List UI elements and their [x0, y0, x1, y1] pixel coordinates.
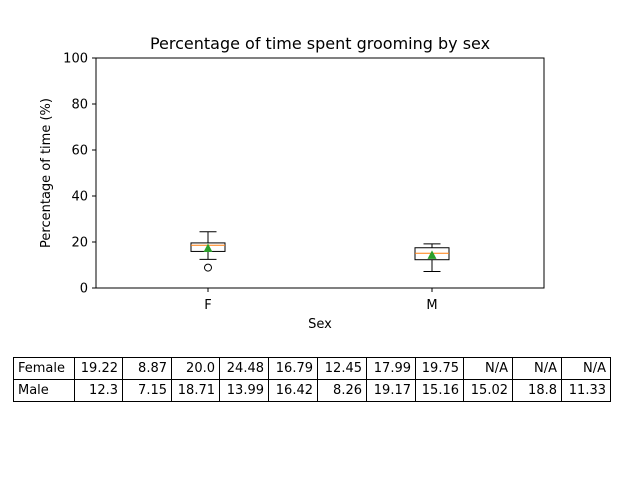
table-cell: 19.22	[74, 357, 123, 380]
table-row-label: Female	[13, 357, 75, 380]
table-cell: 18.8	[512, 379, 562, 402]
mean-marker	[203, 243, 213, 252]
table-row-label: Male	[13, 379, 75, 402]
y-tick-label: 100	[63, 52, 88, 67]
y-tick-label: 0	[80, 282, 88, 297]
table-cell: N/A	[512, 357, 562, 380]
table-cell: 13.99	[219, 379, 269, 402]
table-cell: 19.75	[415, 357, 464, 380]
table-row: Male 12.3 7.15 18.71 13.99 16.42 8.26 19.17 15.1…	[13, 379, 611, 402]
table-cell: 15.02	[463, 379, 513, 402]
table-cell: 7.15	[122, 379, 172, 402]
mean-marker	[427, 250, 437, 259]
table-cell: 16.79	[268, 357, 318, 380]
data-table: Female 19.22 8.87 20.0 24.48 16.79 12.45 17.99 1…	[13, 357, 611, 402]
x-tick-label: F	[204, 298, 211, 313]
table-cell: 20.0	[171, 357, 220, 380]
box-plot-chart: Percentage of time spent grooming by sex…	[39, 34, 545, 332]
table-cell: 16.42	[268, 379, 318, 402]
table-cell: 12.45	[317, 357, 367, 380]
y-tick-label: 20	[71, 236, 88, 251]
table-cell: 18.71	[171, 379, 220, 402]
table-cell: 8.87	[122, 357, 172, 380]
table-cell: 24.48	[219, 357, 269, 380]
box-M	[414, 243, 450, 273]
table-cell: 11.33	[561, 379, 611, 402]
box-F	[190, 231, 226, 272]
y-tick-label: 40	[71, 190, 88, 205]
y-axis-label: Percentage of time (%)	[39, 98, 54, 248]
x-tick-label: M	[426, 298, 437, 313]
y-tick-label: 80	[71, 98, 88, 113]
table-cell: 8.26	[317, 379, 367, 402]
table-row: Female 19.22 8.87 20.0 24.48 16.79 12.45 17.99 1…	[13, 357, 611, 380]
table-cell: 17.99	[366, 357, 416, 380]
plot-area	[95, 57, 545, 289]
table-cell: 15.16	[415, 379, 464, 402]
table-cell: 12.3	[74, 379, 123, 402]
table-cell: N/A	[561, 357, 611, 380]
y-tick-label: 60	[71, 144, 88, 159]
outlier-point	[204, 263, 212, 272]
x-axis-label: Sex	[308, 317, 332, 332]
table-cell: 19.17	[366, 379, 416, 402]
table-cell: N/A	[463, 357, 513, 380]
chart-title: Percentage of time spent grooming by sex	[150, 34, 490, 53]
